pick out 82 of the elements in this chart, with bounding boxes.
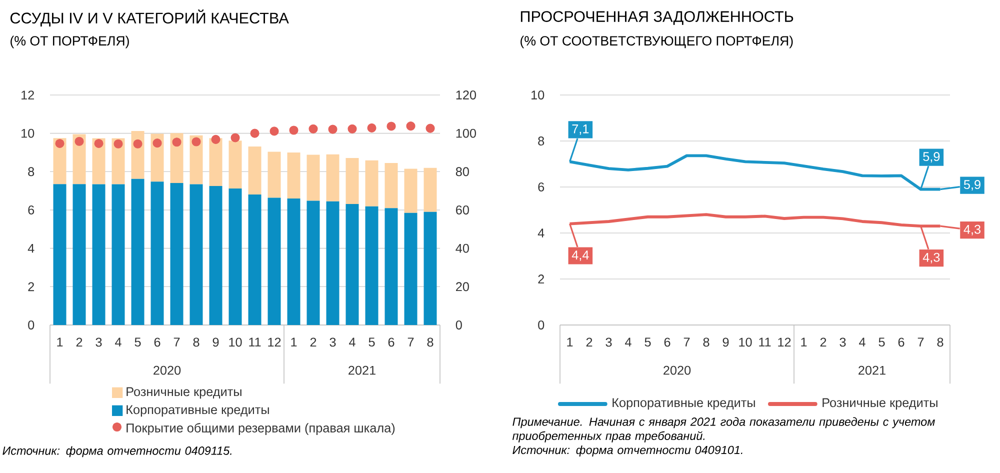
x-tick-label: 8: [703, 338, 710, 347]
y2-tick-label: 60: [456, 206, 469, 214]
y2-tick-label: 20: [456, 282, 469, 292]
x-tick-label: 8: [937, 338, 944, 347]
legend-label: Розничные кредиты: [822, 398, 938, 410]
text: Примечание. Начиная с января 2021 года показатели приведены с учетом приобретенных прав требований.: [512, 417, 935, 442]
y-tick-label: 8: [28, 167, 34, 176]
x-tick-label: 3: [330, 338, 336, 347]
x-tick-label: 8: [427, 338, 434, 347]
y-tick-label: 0: [538, 320, 544, 330]
x-tick-label: 2: [586, 338, 592, 347]
x-tick-label: 1: [801, 338, 807, 346]
x-tick-label: 8: [193, 338, 200, 347]
x-tick-label: 12: [778, 338, 791, 347]
text: 2020: [154, 366, 181, 375]
y-tick-label: 0: [28, 320, 34, 330]
x-tick-label: 11: [249, 338, 261, 346]
x-tick-label: 3: [96, 338, 102, 347]
y-tick-label: 10: [22, 128, 34, 138]
y2-tick-label: 80: [456, 167, 469, 176]
y-tick-label: 12: [22, 90, 34, 100]
y-tick-label: 2: [28, 282, 34, 292]
legend-label: Покрытие общими резервами (правая шкала): [126, 423, 395, 435]
legend-label: Корпоративные кредиты: [126, 405, 269, 417]
x-tick-label: 6: [664, 338, 670, 347]
x-tick-label: 12: [268, 338, 281, 347]
x-tick-label: 7: [918, 338, 924, 346]
x-tick-label: 1: [291, 338, 297, 346]
legend-label: Розничные кредиты: [126, 387, 242, 399]
text: 2021: [858, 366, 886, 375]
y-tick-label: 10: [532, 90, 544, 100]
text: Источник: форма отчетности 0409101.: [512, 446, 742, 456]
x-tick-label: 6: [898, 338, 904, 347]
y2-tick-label: 0: [456, 320, 462, 330]
x-tick-label: 9: [212, 338, 219, 347]
data-label: 4,3: [922, 252, 940, 264]
text: Источник: форма отчетности 0409115.: [2, 446, 232, 458]
x-tick-label: 6: [154, 338, 160, 347]
y-tick-label: 6: [538, 182, 544, 192]
data-label: 5,9: [923, 152, 940, 163]
x-tick-label: 4: [859, 338, 866, 346]
x-tick-label: 2: [820, 338, 826, 347]
y-tick-label: 6: [28, 206, 34, 214]
x-tick-label: 9: [722, 338, 729, 347]
x-tick-label: 4: [625, 338, 632, 346]
x-tick-label: 1: [567, 338, 573, 346]
chart-title: ССУДЫ IV И V КАТЕГОРИЙ КАЧЕСТВА: [10, 10, 289, 26]
x-tick-label: 6: [388, 338, 394, 347]
x-tick-label: 7: [408, 338, 414, 346]
chart-subtitle: (% ОТ СООТВЕТСТВУЮЩЕГО ПОРТФЕЛЯ): [520, 36, 793, 48]
x-tick-label: 5: [134, 338, 141, 347]
y-tick-label: 8: [538, 136, 544, 146]
y2-tick-label: 100: [456, 128, 476, 138]
x-tick-label: 7: [684, 338, 690, 346]
data-label: 4,3: [964, 224, 980, 236]
x-tick-label: 10: [229, 338, 242, 347]
x-tick-label: 2: [310, 338, 316, 347]
y2-tick-label: 40: [456, 244, 469, 253]
y-tick-label: 2: [538, 274, 544, 284]
legend-label: Корпоративные кредиты: [612, 398, 755, 410]
x-tick-label: 3: [606, 338, 612, 347]
x-tick-label: 1: [57, 338, 63, 346]
chart-subtitle: (% ОТ ПОРТФЕЛЯ): [10, 36, 129, 48]
data-label: 5,9: [964, 180, 980, 191]
x-tick-label: 7: [174, 338, 180, 346]
x-tick-label: 5: [644, 338, 651, 347]
x-tick-label: 5: [368, 338, 375, 347]
data-label: 7,1: [572, 124, 589, 135]
x-tick-label: 11: [759, 338, 771, 346]
text: 2020: [664, 366, 691, 375]
x-tick-label: 4: [349, 338, 356, 346]
chart-title: ПРОСРОЧЕННАЯ ЗАДОЛЖЕННОСТЬ: [520, 11, 794, 25]
x-tick-label: 4: [115, 338, 122, 346]
y-tick-label: 4: [538, 228, 544, 238]
x-tick-label: 10: [739, 338, 752, 347]
x-tick-label: 3: [840, 338, 846, 347]
x-tick-label: 2: [76, 338, 82, 347]
y-tick-label: 4: [28, 244, 34, 253]
data-label: 4,4: [572, 250, 589, 261]
text: 2021: [348, 366, 376, 375]
x-tick-label: 5: [878, 338, 885, 347]
y2-tick-label: 120: [456, 90, 476, 100]
